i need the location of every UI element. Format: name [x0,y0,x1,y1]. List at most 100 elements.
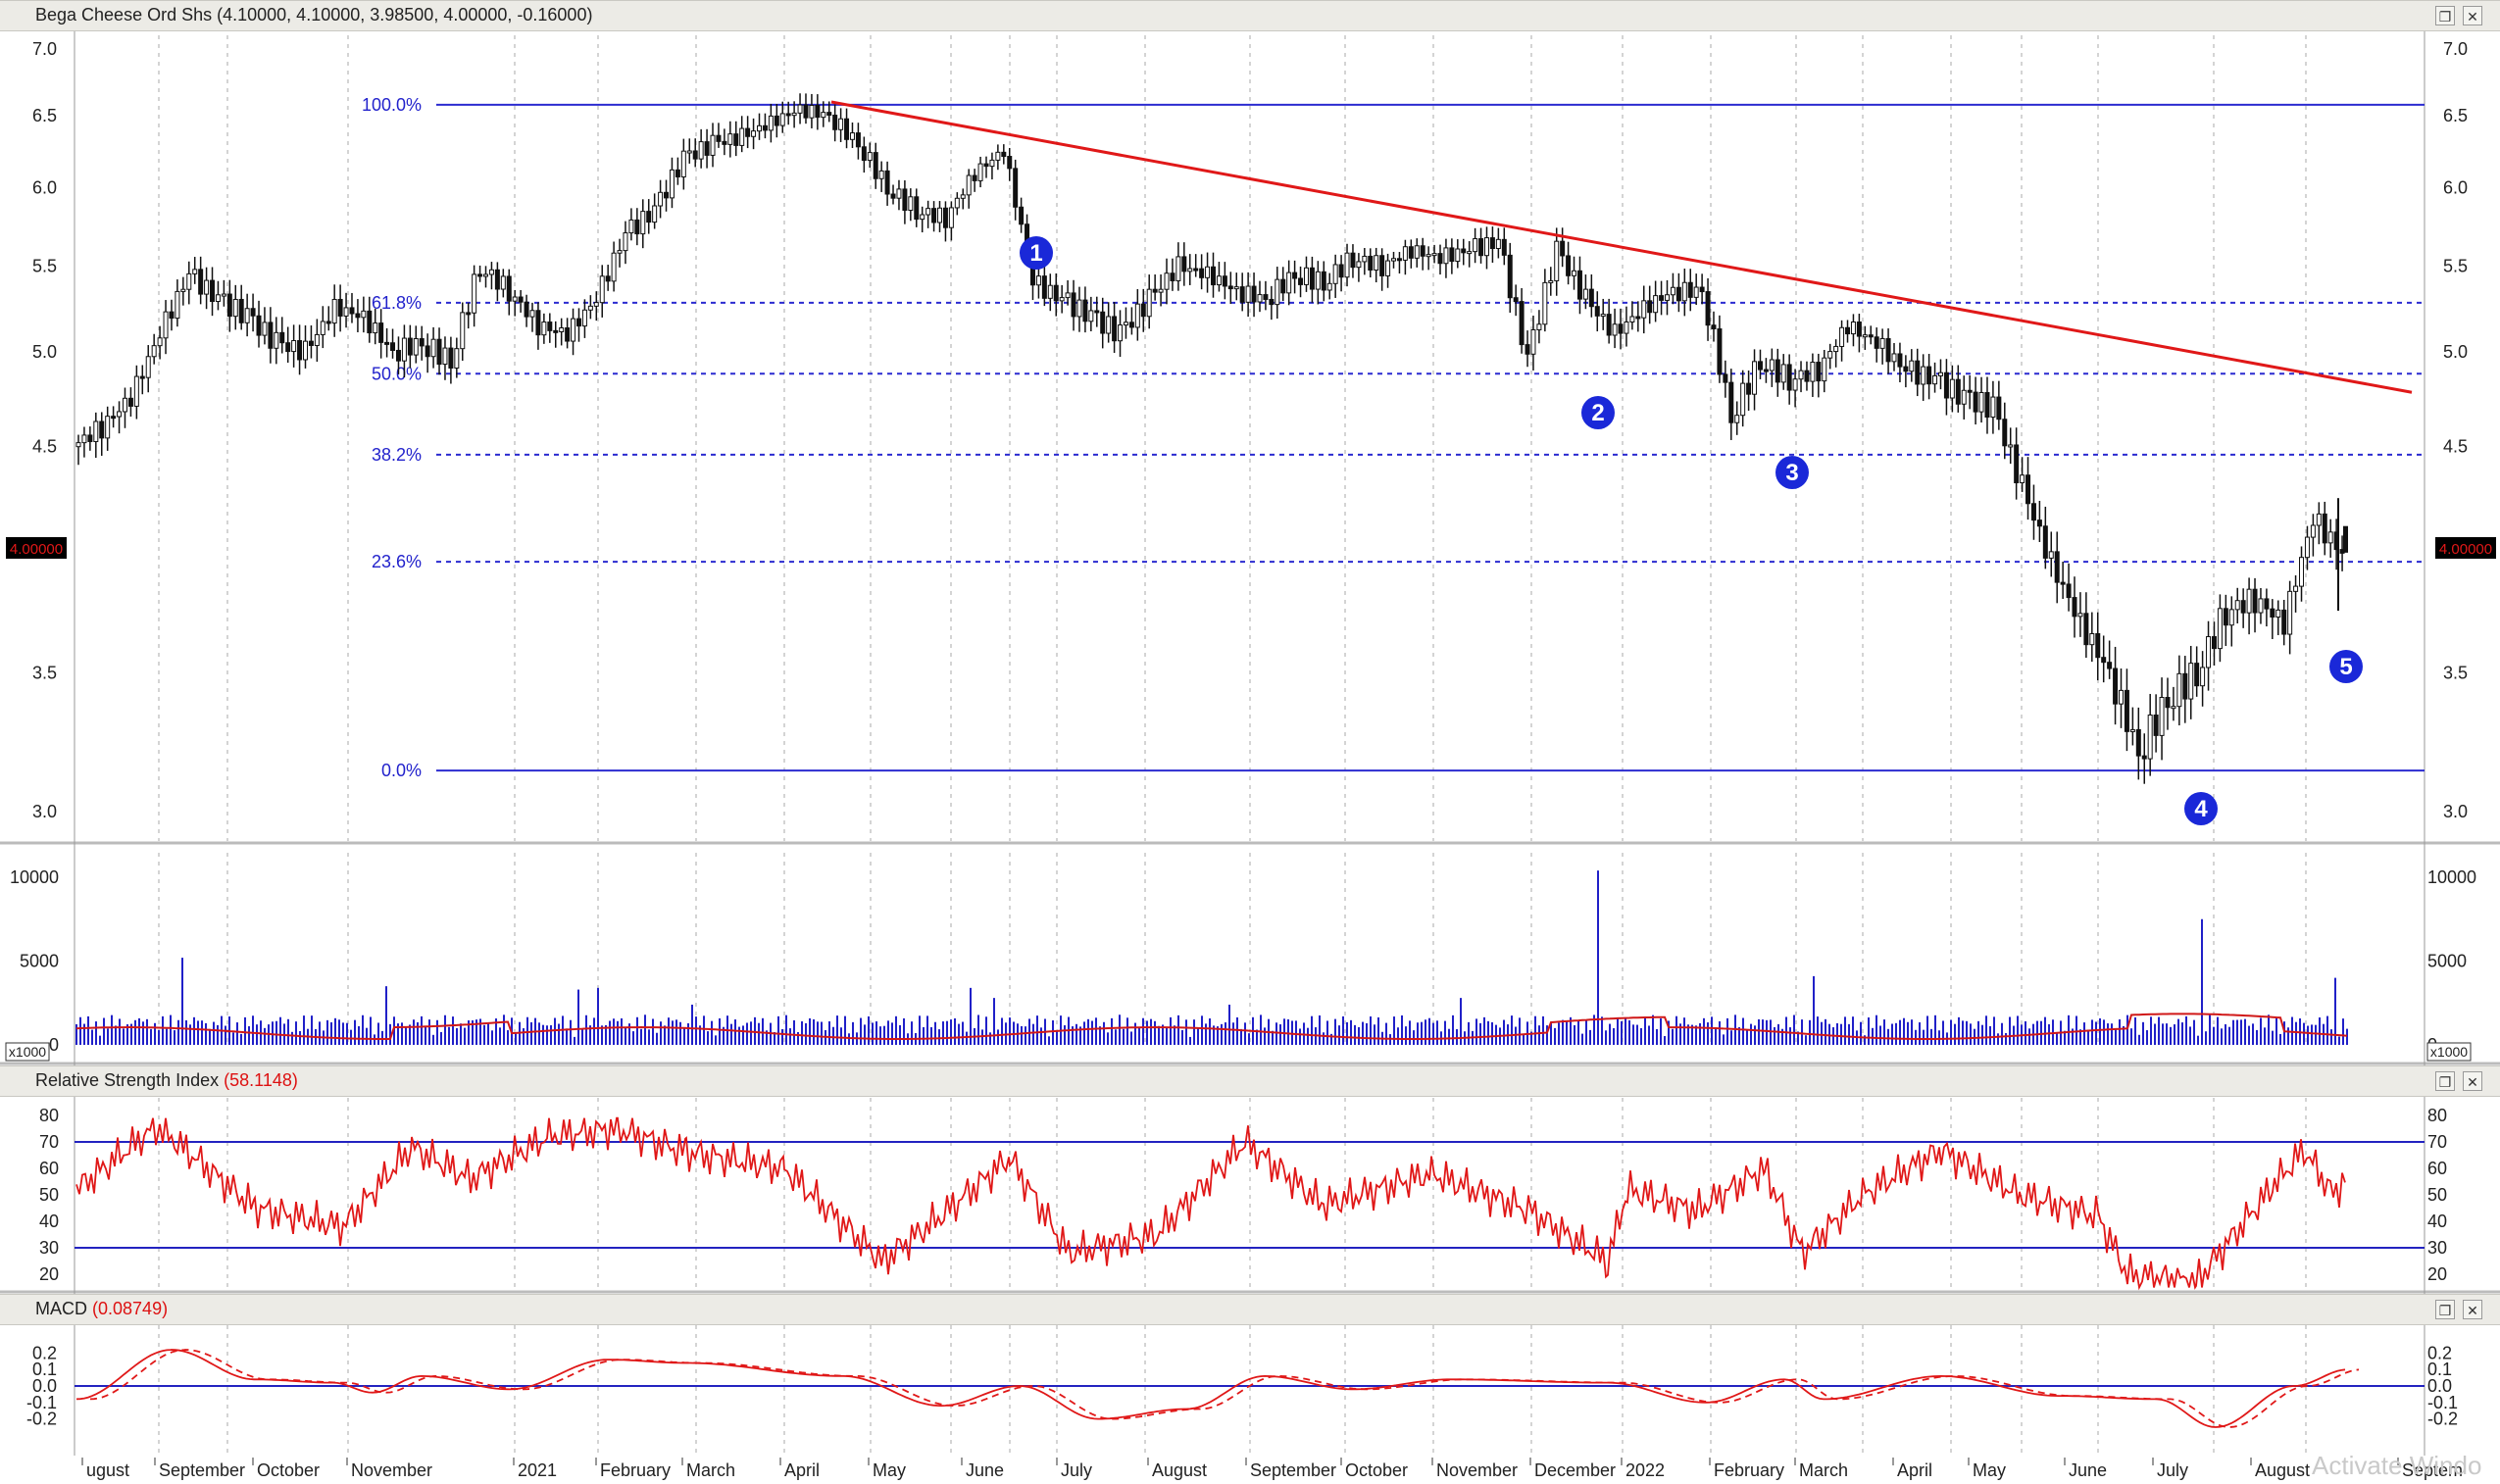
candle-body [931,208,937,223]
candle-body [1949,378,1955,399]
candle-body [1594,306,1600,317]
macd-tick-label-left: 0.0 [32,1376,57,1396]
restore-icon[interactable]: ❐ [2435,6,2455,25]
candle-body [844,118,850,140]
volume-scale-label: x1000 [9,1044,46,1060]
candle-body [111,416,117,420]
candle-body [343,307,349,317]
candle-body [127,397,133,407]
candle-body [942,207,948,228]
volume-scale-box [5,1042,50,1062]
candle-body [1827,351,1833,359]
x-axis-label: October [257,1460,320,1480]
candle-body [995,151,1001,161]
price-tick-label-left: 6.5 [32,106,57,125]
price-panel-title-group: Bega Cheese Ord Shs (4.10000, 4.10000, 3… [35,5,592,25]
candle-body [1431,253,1437,257]
price-tag-box [6,537,67,559]
candle-body [1961,389,1967,405]
candle-body [2182,672,2188,700]
candle-body [680,150,686,177]
candle-body [2066,583,2072,599]
candle-body [1659,295,1665,301]
candle-body [238,298,244,323]
candle-body [1822,357,1827,382]
candle-body [2077,613,2083,618]
candle-body [727,133,733,145]
candle-body [1321,271,1326,291]
candle-body [1152,288,1158,293]
candle-body [1483,237,1489,257]
candle-body [1984,392,1990,419]
candle-body [256,315,262,336]
candle-body [1519,301,1525,346]
candle-body [739,127,745,146]
candle-body [2008,444,2014,448]
close-icon[interactable]: ✕ [2463,6,2482,25]
candle-body [1100,311,1106,334]
price-panel-header: Bega Cheese Ord Shs (4.10000, 4.10000, 3… [0,0,2500,31]
candle-body [2200,667,2206,687]
candle-body [1734,415,1740,423]
macd-panel-header: MACD (0.08749) ❐ ✕ [0,1294,2500,1325]
x-axis-label: September [1250,1460,1336,1480]
fib-label: 100.0% [362,95,422,115]
candle-body [1473,238,1478,253]
candle-body [1932,374,1938,385]
candle-body [1763,369,1769,372]
candle-body [1001,151,1007,158]
candle-body [1740,382,1746,417]
rsi-tick-label-right: 40 [2427,1212,2447,1231]
close-icon[interactable]: ✕ [2463,1300,2482,1319]
candle-body [1757,361,1763,371]
candle-body [488,269,494,275]
close-icon[interactable]: ✕ [2463,1071,2482,1091]
candle-body [1548,279,1554,283]
candle-body [226,293,232,318]
candle-body [652,205,658,223]
candle-body [180,288,186,292]
rsi-tick-label-right: 50 [2427,1185,2447,1205]
candle-body [1525,344,1530,355]
restore-icon[interactable]: ❐ [2435,1071,2455,1091]
x-axis-label: April [1897,1460,1932,1480]
candle-body [2287,590,2293,635]
volume-scale-box [2426,1042,2472,1062]
rsi-tick-label-left: 80 [39,1106,59,1125]
candle-body [867,152,873,162]
candle-body [2135,728,2141,757]
candle-body [1566,255,1572,276]
candle-body [448,347,454,369]
candle-body [1978,392,1984,413]
candle-body [1425,254,1431,258]
candle-body [1647,300,1653,314]
fib-label: 23.6% [372,552,422,571]
x-axis-label: August [1152,1460,1207,1480]
price-tag-text: 4.00000 [10,541,63,558]
candle-body [1391,258,1397,262]
candle-body [1239,286,1245,303]
candle-body [2020,474,2025,484]
macd-line [75,1349,2346,1428]
candle-body [587,305,593,311]
candle-body [186,272,192,290]
candle-body [1693,286,1699,298]
candle-body [1990,396,1996,419]
candle-body [1792,378,1798,391]
candle-body [308,340,314,346]
candle-body [768,115,774,131]
candle-body [2165,697,2171,709]
x-axis-label: ugust [86,1460,129,1480]
macd-title: MACD [35,1299,87,1318]
candle-body [2025,474,2031,505]
wave-marker [2184,792,2218,825]
candle-body [367,310,373,334]
candle-body [1332,264,1338,284]
restore-icon[interactable]: ❐ [2435,1300,2455,1319]
candle-body [1134,303,1140,328]
candle-body [2327,531,2333,544]
candle-body [2030,503,2036,521]
candle-body [151,345,157,358]
candle-body [215,294,221,303]
candle-body [1728,381,1734,423]
